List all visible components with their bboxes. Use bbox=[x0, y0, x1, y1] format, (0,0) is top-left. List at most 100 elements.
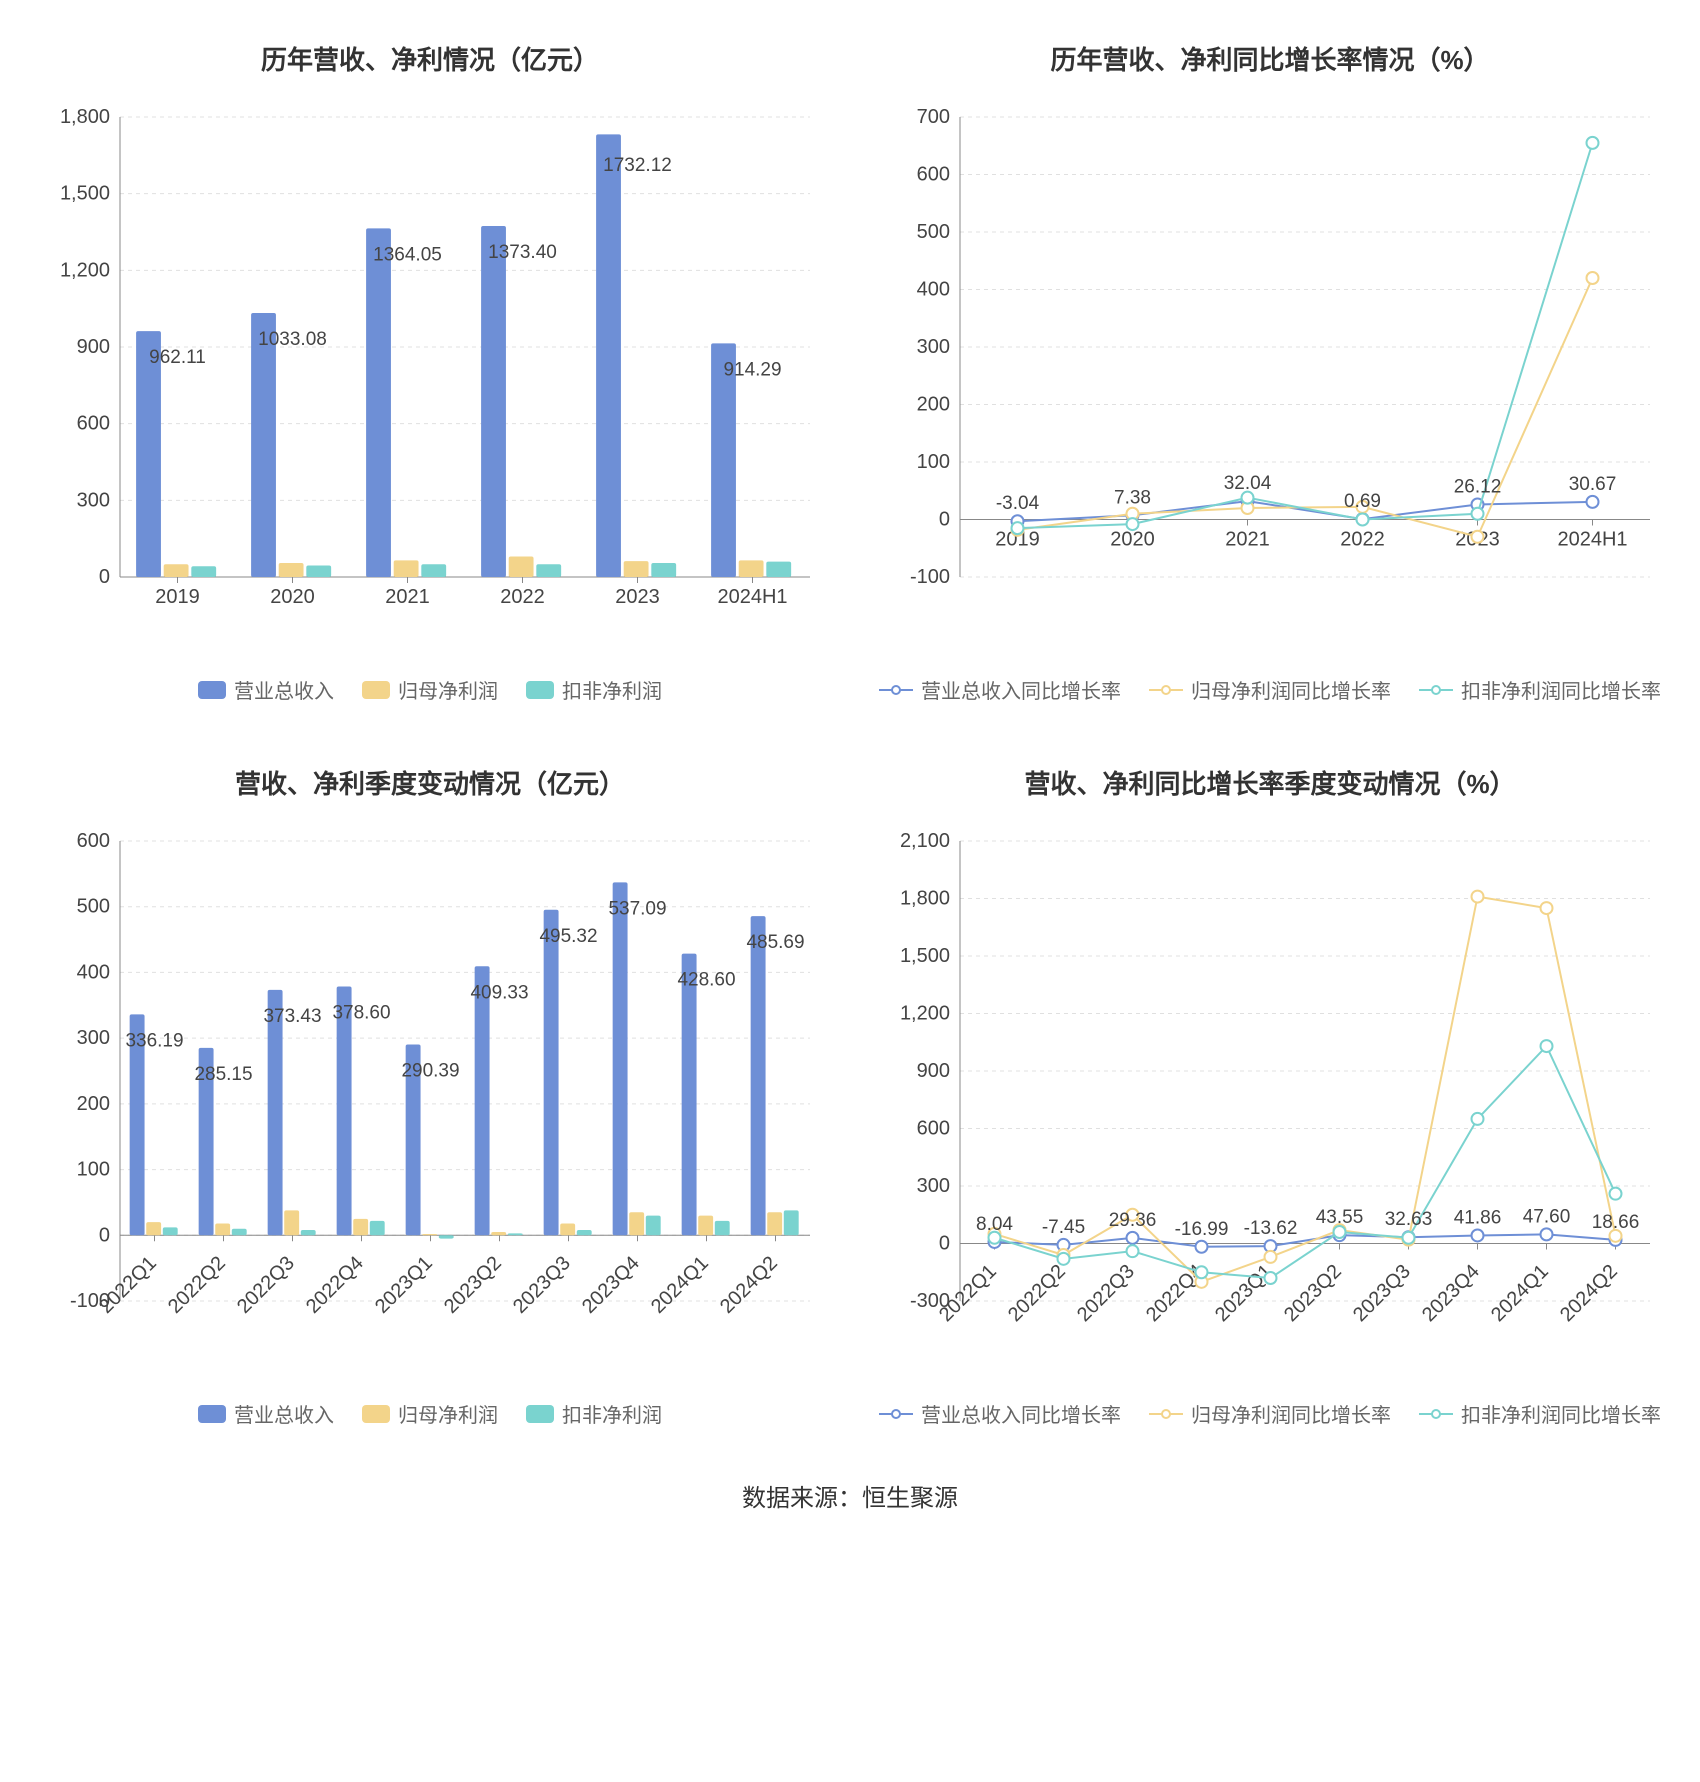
chart-grid: 历年营收、净利情况（亿元） 03006009001,2001,5001,8002… bbox=[30, 40, 1670, 1428]
chart-quarter-growth: -30003006009001,2001,5001,8002,1002022Q1… bbox=[870, 821, 1670, 1381]
svg-text:30.67: 30.67 bbox=[1569, 474, 1617, 495]
svg-text:285.15: 285.15 bbox=[194, 1064, 252, 1085]
svg-text:336.19: 336.19 bbox=[125, 1030, 183, 1051]
svg-text:290.39: 290.39 bbox=[401, 1060, 459, 1081]
legend-quarter-growth: 营业总收入同比增长率 归母净利润同比增长率 扣非净利润同比增长率 bbox=[870, 1399, 1670, 1428]
svg-text:1,800: 1,800 bbox=[900, 888, 950, 910]
legend-swatch bbox=[1419, 1407, 1453, 1421]
svg-text:1,200: 1,200 bbox=[900, 1003, 950, 1025]
svg-text:2024H1: 2024H1 bbox=[717, 586, 787, 608]
svg-text:600: 600 bbox=[77, 413, 110, 435]
svg-text:2022Q2: 2022Q2 bbox=[1004, 1260, 1070, 1326]
legend-label: 扣非净利润同比增长率 bbox=[1461, 675, 1661, 704]
legend-label: 扣非净利润同比增长率 bbox=[1461, 1399, 1661, 1428]
svg-text:300: 300 bbox=[917, 1175, 950, 1197]
svg-text:1364.05: 1364.05 bbox=[373, 244, 442, 265]
svg-text:32.04: 32.04 bbox=[1224, 473, 1272, 494]
svg-text:1,500: 1,500 bbox=[900, 945, 950, 967]
legend-item: 营业总收入 bbox=[198, 1399, 334, 1428]
panel-quarter-growth: 营收、净利同比增长率季度变动情况（%） -30003006009001,2001… bbox=[870, 764, 1670, 1428]
svg-text:2024Q2: 2024Q2 bbox=[1556, 1260, 1622, 1326]
svg-text:2024H1: 2024H1 bbox=[1557, 529, 1627, 551]
svg-text:7.38: 7.38 bbox=[1114, 487, 1151, 508]
svg-text:400: 400 bbox=[917, 279, 950, 301]
chart-quarter-bar: -10001002003004005006002022Q12022Q22022Q… bbox=[30, 821, 830, 1381]
svg-text:2019: 2019 bbox=[155, 586, 200, 608]
svg-text:300: 300 bbox=[77, 1027, 110, 1049]
svg-text:200: 200 bbox=[77, 1093, 110, 1115]
legend-item: 归母净利润同比增长率 bbox=[1149, 675, 1391, 704]
legend-item: 营业总收入同比增长率 bbox=[879, 675, 1121, 704]
legend-item: 扣非净利润同比增长率 bbox=[1419, 675, 1661, 704]
svg-text:43.55: 43.55 bbox=[1316, 1207, 1364, 1228]
svg-text:2023Q3: 2023Q3 bbox=[509, 1252, 575, 1318]
svg-text:0: 0 bbox=[939, 509, 950, 531]
svg-text:32.63: 32.63 bbox=[1385, 1209, 1433, 1230]
legend-label: 营业总收入同比增长率 bbox=[921, 1399, 1121, 1428]
svg-text:2023Q2: 2023Q2 bbox=[1280, 1260, 1346, 1326]
legend-swatch bbox=[1149, 1407, 1183, 1421]
svg-text:600: 600 bbox=[917, 164, 950, 186]
svg-text:1,800: 1,800 bbox=[60, 106, 110, 128]
legend-item: 扣非净利润 bbox=[526, 1399, 662, 1428]
svg-text:0: 0 bbox=[939, 1233, 950, 1255]
svg-text:2023Q1: 2023Q1 bbox=[1211, 1260, 1277, 1326]
svg-text:29.36: 29.36 bbox=[1109, 1210, 1157, 1231]
legend-swatch bbox=[526, 1405, 554, 1423]
legend-swatch bbox=[362, 1405, 390, 1423]
legend-label: 营业总收入 bbox=[234, 675, 334, 704]
legend-label: 营业总收入同比增长率 bbox=[921, 675, 1121, 704]
legend-label: 归母净利润 bbox=[398, 1399, 498, 1428]
legend-label: 营业总收入 bbox=[234, 1399, 334, 1428]
legend-item: 扣非净利润同比增长率 bbox=[1419, 1399, 1661, 1428]
svg-text:0: 0 bbox=[99, 1224, 110, 1246]
legend-quarter-bar: 营业总收入 归母净利润 扣非净利润 bbox=[30, 1399, 830, 1428]
panel-quarter-bar: 营收、净利季度变动情况（亿元） -10001002003004005006002… bbox=[30, 764, 830, 1428]
legend-item: 归母净利润 bbox=[362, 675, 498, 704]
svg-text:600: 600 bbox=[77, 830, 110, 852]
legend-annual-bar: 营业总收入 归母净利润 扣非净利润 bbox=[30, 675, 830, 704]
chart-annual-bar: 03006009001,2001,5001,800201920202021202… bbox=[30, 97, 830, 657]
legend-item: 营业总收入同比增长率 bbox=[879, 1399, 1121, 1428]
svg-text:100: 100 bbox=[77, 1159, 110, 1181]
svg-text:537.09: 537.09 bbox=[608, 898, 666, 919]
legend-label: 归母净利润 bbox=[398, 675, 498, 704]
panel-title: 历年营收、净利同比增长率情况（%） bbox=[870, 40, 1670, 77]
svg-text:8.04: 8.04 bbox=[976, 1214, 1013, 1235]
svg-text:0: 0 bbox=[99, 566, 110, 588]
panel-title: 营收、净利季度变动情况（亿元） bbox=[30, 764, 830, 801]
svg-text:1,500: 1,500 bbox=[60, 183, 110, 205]
svg-text:373.43: 373.43 bbox=[263, 1006, 321, 1027]
svg-text:914.29: 914.29 bbox=[723, 359, 781, 380]
svg-text:2023Q1: 2023Q1 bbox=[371, 1252, 437, 1318]
svg-text:2024Q1: 2024Q1 bbox=[1487, 1260, 1553, 1326]
legend-swatch bbox=[526, 681, 554, 699]
svg-text:300: 300 bbox=[77, 489, 110, 511]
svg-text:485.69: 485.69 bbox=[746, 932, 804, 953]
legend-label: 归母净利润同比增长率 bbox=[1191, 1399, 1391, 1428]
legend-item: 扣非净利润 bbox=[526, 675, 662, 704]
legend-label: 扣非净利润 bbox=[562, 1399, 662, 1428]
svg-text:500: 500 bbox=[77, 896, 110, 918]
panel-annual-bar: 历年营收、净利情况（亿元） 03006009001,2001,5001,8002… bbox=[30, 40, 830, 704]
svg-text:409.33: 409.33 bbox=[470, 982, 528, 1003]
svg-text:2021: 2021 bbox=[1225, 529, 1270, 551]
svg-text:41.86: 41.86 bbox=[1454, 1207, 1502, 1228]
data-source-label: 数据来源：恒生聚源 bbox=[30, 1478, 1670, 1513]
svg-text:2022Q3: 2022Q3 bbox=[233, 1252, 299, 1318]
svg-text:2023Q2: 2023Q2 bbox=[440, 1252, 506, 1318]
legend-label: 扣非净利润 bbox=[562, 675, 662, 704]
svg-text:2024Q1: 2024Q1 bbox=[647, 1252, 713, 1318]
svg-text:47.60: 47.60 bbox=[1523, 1206, 1571, 1227]
svg-text:1373.40: 1373.40 bbox=[488, 242, 557, 263]
svg-text:2022Q1: 2022Q1 bbox=[95, 1252, 161, 1318]
svg-text:-16.99: -16.99 bbox=[1175, 1219, 1229, 1240]
svg-text:2020: 2020 bbox=[1110, 529, 1155, 551]
legend-swatch bbox=[362, 681, 390, 699]
panel-annual-growth: 历年营收、净利同比增长率情况（%） -100010020030040050060… bbox=[870, 40, 1670, 704]
legend-label: 归母净利润同比增长率 bbox=[1191, 675, 1391, 704]
svg-text:428.60: 428.60 bbox=[677, 970, 735, 991]
svg-text:1,200: 1,200 bbox=[60, 259, 110, 281]
svg-text:2021: 2021 bbox=[385, 586, 430, 608]
panel-title: 历年营收、净利情况（亿元） bbox=[30, 40, 830, 77]
